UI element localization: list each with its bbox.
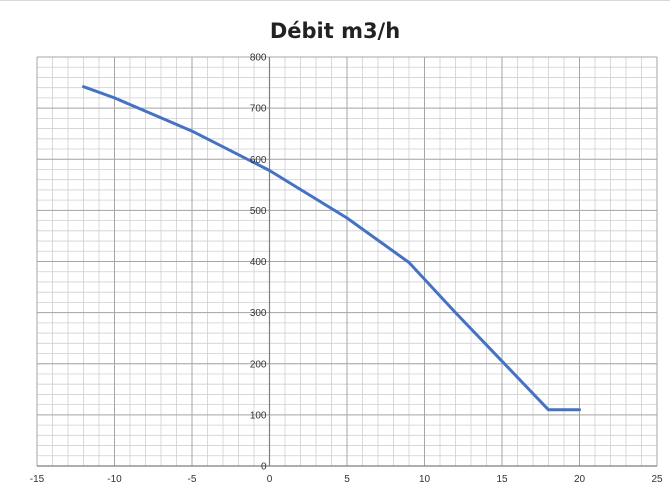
x-tick-label: -10 <box>107 474 122 485</box>
x-tick-label: -5 <box>188 474 197 485</box>
x-tick-label: 20 <box>574 474 586 485</box>
y-tick-label: 400 <box>250 257 267 268</box>
tick-labels: -15 -10 -5 0 5 10 15 20 25 0 100 200 300 400 500 600 700… <box>30 53 663 486</box>
x-tick-label: 10 <box>419 474 431 485</box>
y-tick-label: 100 <box>250 410 267 421</box>
y-tick-label: 300 <box>250 308 267 319</box>
y-tick-label: 500 <box>250 206 267 217</box>
y-tick-label: 700 <box>250 104 267 115</box>
x-tick-label: -15 <box>30 474 45 485</box>
x-tick-label: 5 <box>344 474 350 485</box>
y-tick-label: 800 <box>250 53 267 64</box>
y-tick-label: 600 <box>250 155 267 166</box>
y-tick-label: 200 <box>250 359 267 370</box>
x-tick-label: 25 <box>651 474 663 485</box>
x-tick-label: 15 <box>496 474 508 485</box>
x-tick-label: 0 <box>267 474 273 485</box>
y-tick-label: 0 <box>261 462 267 473</box>
